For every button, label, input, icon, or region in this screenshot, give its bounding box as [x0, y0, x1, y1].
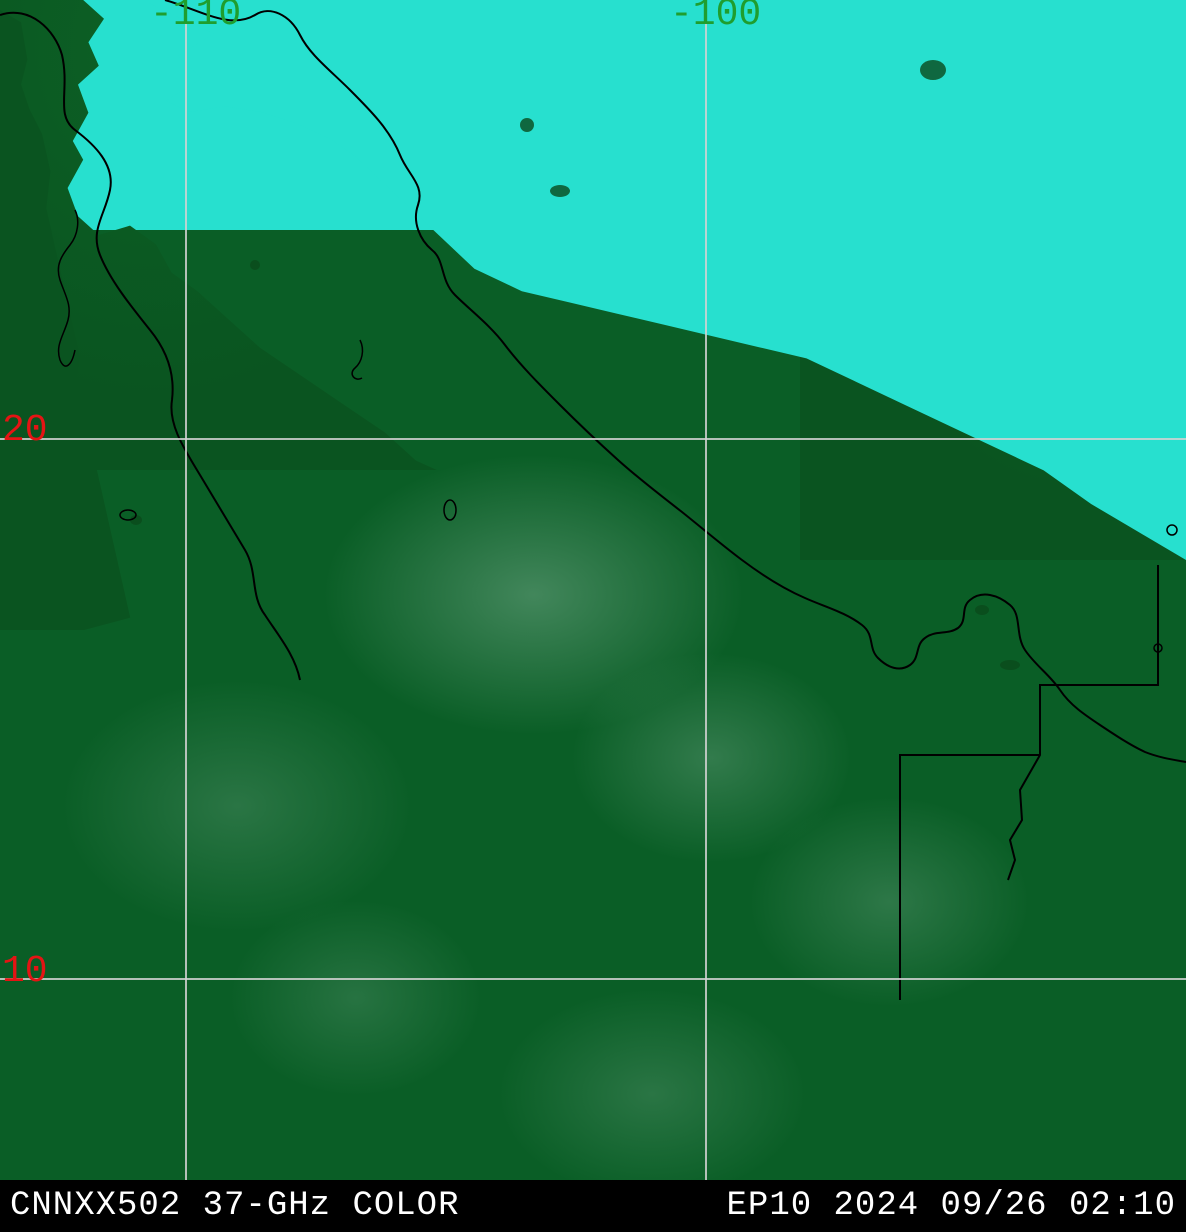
gridline-latitude-10 [0, 978, 1186, 980]
latitude-label-10: 10 [2, 953, 48, 991]
storm-datetime-label: EP10 2024 09/26 02:10 [727, 1187, 1176, 1225]
satellite-map-canvas: -110 -100 20 10 [0, 0, 1186, 1180]
storm-cell-speckle [1000, 660, 1020, 670]
gridline-longitude-110 [185, 0, 187, 1180]
storm-cell-speckle [520, 118, 534, 132]
gridline-latitude-20 [0, 438, 1186, 440]
gridline-longitude-100 [705, 0, 707, 1180]
storm-cell-speckle [550, 185, 570, 197]
latitude-label-20: 20 [2, 412, 48, 450]
satellite-channel-label: CNNXX502 37-GHz COLOR [10, 1187, 459, 1225]
storm-cell-speckle [250, 260, 260, 270]
storm-cell-speckle [920, 60, 946, 80]
storm-cell-speckle [130, 515, 142, 525]
longitude-label-110: -110 [150, 0, 241, 34]
satellite-image-viewer: -110 -100 20 10 CNNXX502 37-GHz COLOR EP… [0, 0, 1186, 1232]
storm-cell-speckle [975, 605, 989, 615]
info-status-bar: CNNXX502 37-GHz COLOR EP10 2024 09/26 02… [0, 1180, 1186, 1232]
longitude-label-100: -100 [670, 0, 761, 34]
